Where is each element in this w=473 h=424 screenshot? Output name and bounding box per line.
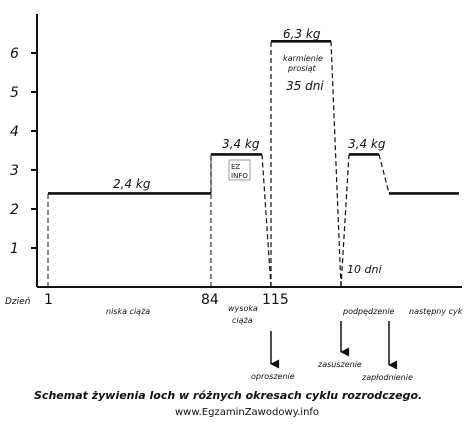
value-label-flushing: 3,4 kg [348,137,386,151]
series-segment-6 [330,41,342,288]
phase-label-late-pregnancy-bottom: ciąża [232,316,253,325]
x-tick-label-115: 115 [262,292,289,308]
y-tick-label-6: 6 [10,46,19,62]
y-tick-label-2: 2 [10,202,19,218]
chart-caption: Schemat żywienia loch w różnych okresach… [34,389,422,402]
source-watermark: www.EgzaminZawodowy.info [175,407,319,418]
x-tick-label-84: 84 [201,292,219,308]
svg-text:EZ: EZ [231,163,240,171]
series-segment-3 [261,154,272,288]
phase-label-early-pregnancy: niska ciąża [106,307,150,316]
lactation-label-bottom: prosiąt [287,64,317,73]
value-label-early-pregnancy: 2,4 kg [113,177,151,191]
y-tick-group: 1 2 3 4 5 6 [10,46,37,257]
phase-label-late-pregnancy-top: wysoka [228,304,258,313]
y-tick-label-3: 3 [10,163,19,179]
y-tick-label-4: 4 [10,124,19,140]
phase-label-next-cycle: następny cyk [409,307,463,316]
lactation-label-top: karmienie [283,54,323,63]
value-label-late-pregnancy: 3,4 kg [222,137,260,151]
series-segment-9 [378,154,390,194]
y-tick-label-5: 5 [10,85,19,101]
lactation-days-label: 35 dni [286,79,324,93]
dry-period-days-label: 10 dni [347,263,382,276]
x-tick-label-1: 1 [44,292,53,308]
logo-watermark: EZ INFO [228,159,251,181]
phase-label-flushing: podpędzenie [342,307,395,316]
event-label-drying-off: zasuszenie [317,360,362,369]
event-label-insemination: zapłodnienie [361,373,413,382]
svg-text:INFO: INFO [231,172,248,180]
x-axis-title: Dzień [5,297,31,307]
value-label-lactation: 6,3 kg [283,27,321,41]
y-tick-label-1: 1 [10,241,19,257]
event-label-farrowing: oproszenie [251,372,295,381]
series-segment-7 [340,154,350,288]
series-group [47,39,459,288]
